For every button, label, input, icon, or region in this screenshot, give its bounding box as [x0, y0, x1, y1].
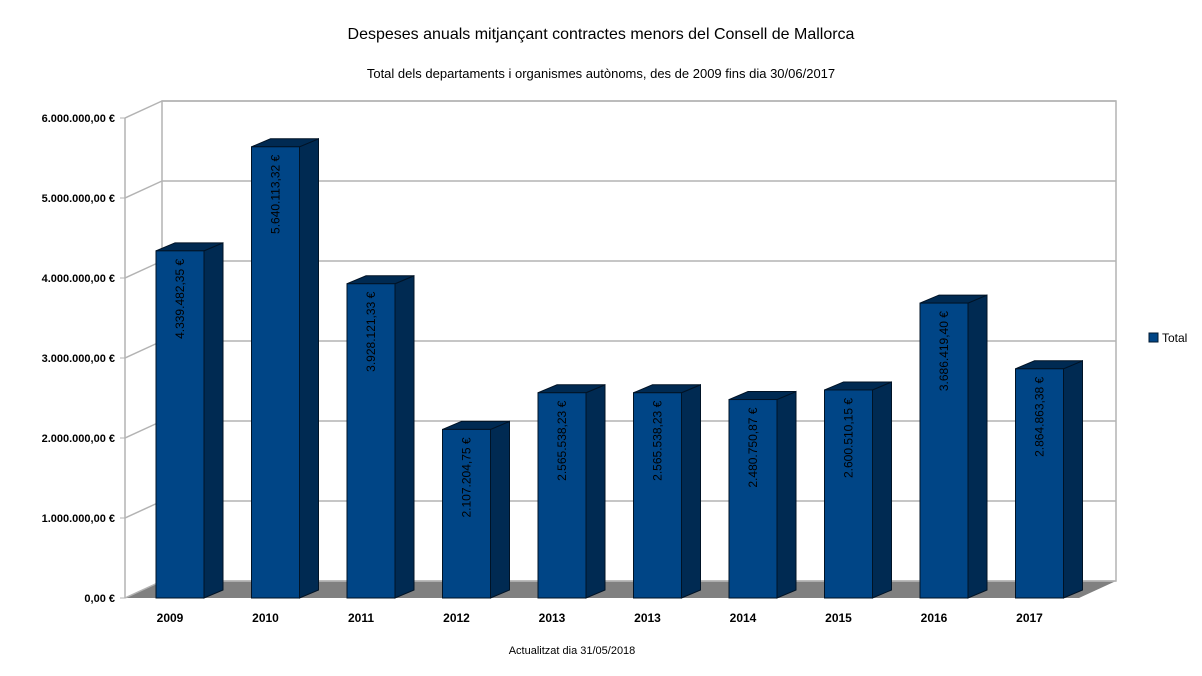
x-tick-label: 2011	[348, 611, 374, 625]
gridline-side	[124, 180, 163, 199]
data-label: 2.565.538,23 €	[555, 400, 569, 480]
bar: 3.686.419,40 €	[919, 294, 988, 599]
bar: 2.600.510,15 €	[824, 381, 892, 599]
bar-front	[251, 146, 300, 599]
data-label: 2.565.538,23 €	[651, 400, 665, 480]
y-tick-label: 0,00 €	[84, 593, 115, 605]
bar: 2.565.538,23 €	[633, 384, 701, 599]
y-tick-label: 6.000.000,00 €	[42, 113, 115, 125]
bar-front	[919, 302, 969, 599]
data-label: 2.600.510,15 €	[842, 398, 856, 478]
y-tick-label: 1.000.000,00 €	[42, 513, 115, 525]
bar: 2.565.538,23 €	[537, 384, 606, 599]
bar-front	[346, 283, 396, 599]
bar-front	[824, 389, 873, 599]
x-tick-label: 2013	[539, 611, 566, 625]
chart-footer: Actualitzat dia 31/05/2018	[509, 645, 636, 657]
bar-side	[1063, 360, 1083, 599]
gridline-side	[124, 100, 163, 119]
data-label: 3.686.419,40 €	[937, 311, 951, 391]
bar-front	[442, 428, 491, 599]
data-label: 5.640.113,32 €	[269, 154, 283, 234]
data-label: 3.928.121,33 €	[364, 291, 378, 371]
bar: 4.339.482,35 €	[155, 242, 224, 599]
legend: Total	[1148, 331, 1187, 345]
data-label: 2.864.863,38 €	[1033, 376, 1047, 456]
bar-side	[203, 242, 224, 599]
bar: 2.864.863,38 €	[1015, 360, 1083, 599]
bar: 5.640.113,32 €	[251, 138, 319, 599]
bar: 3.928.121,33 €	[346, 274, 415, 599]
bar: 2.107.204,75 €	[442, 420, 510, 599]
bar-front	[155, 250, 205, 599]
x-tick-label: 2013	[634, 611, 661, 625]
legend-label-total: Total	[1162, 331, 1187, 345]
bar: 2.480.750,87 €	[728, 390, 797, 599]
x-tick-label: 2016	[921, 611, 948, 625]
x-tick-label: 2017	[1016, 611, 1043, 625]
bar-front	[728, 399, 778, 599]
bars-group: 4.339.482,35 € 5.640.113,32 € 3.928.121,33…	[155, 138, 1083, 599]
bar-side	[299, 138, 319, 599]
bar-side	[394, 274, 415, 599]
chart-title: Despeses anuals mitjançant contractes me…	[348, 26, 855, 43]
axis-group: 0,00 € 1.000.000,00 € 2.000.000,00 € 3.000.…	[42, 113, 1044, 625]
bar-side	[967, 294, 988, 599]
x-tick-label: 2012	[443, 611, 470, 625]
y-tick-label: 5.000.000,00 €	[42, 193, 115, 205]
y-tick-label: 2.000.000,00 €	[42, 433, 115, 445]
bar-side	[490, 420, 510, 599]
y-tick-label: 3.000.000,00 €	[42, 353, 115, 365]
legend-swatch-total	[1148, 332, 1159, 343]
bar-front	[537, 392, 587, 599]
bar-side	[776, 390, 797, 599]
data-label: 2.107.204,75 €	[460, 437, 474, 517]
x-tick-label: 2009	[157, 611, 184, 625]
chart-subtitle: Total dels departaments i organismes aut…	[367, 66, 835, 81]
bar-side	[872, 381, 892, 599]
data-label: 4.339.482,35 €	[173, 259, 187, 339]
x-tick-label: 2014	[730, 611, 757, 625]
bar-side	[681, 384, 701, 599]
bar-front	[633, 392, 682, 599]
data-label: 2.480.750,87 €	[746, 407, 760, 487]
bar-front	[1015, 368, 1064, 599]
x-tick-label: 2010	[252, 611, 279, 625]
x-tick-label: 2015	[825, 611, 852, 625]
bar-side	[585, 384, 606, 599]
y-tick-label: 4.000.000,00 €	[42, 273, 115, 285]
